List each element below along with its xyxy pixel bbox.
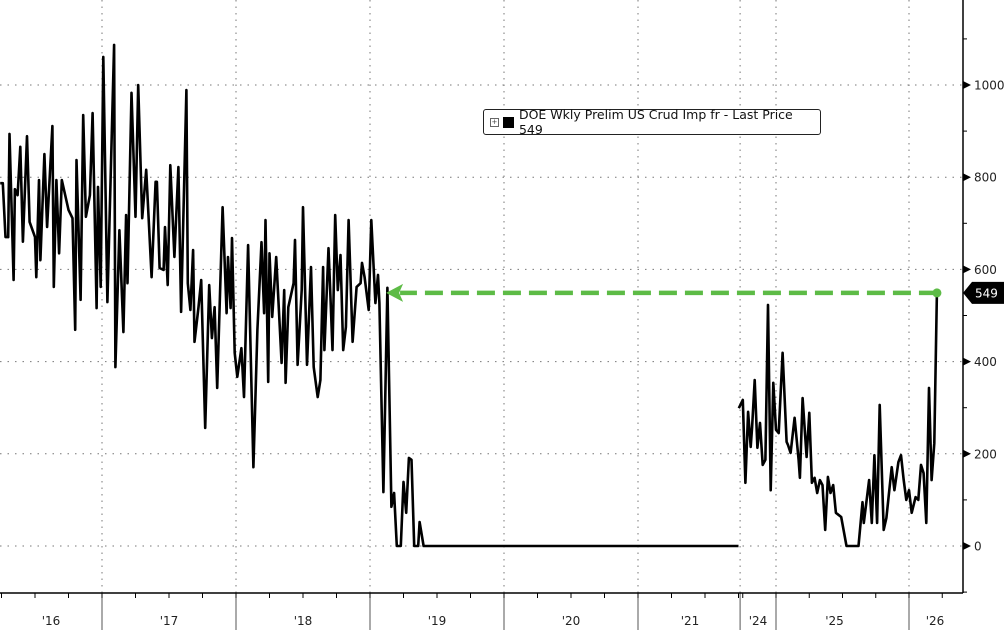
x-tick-label: '20: [562, 614, 581, 628]
y-tick-label: 600: [974, 263, 997, 277]
x-tick-label: '26: [926, 614, 945, 628]
legend-swatch: [502, 116, 514, 128]
x-tick-label: '16: [42, 614, 61, 628]
x-tick-label: '18: [294, 614, 313, 628]
y-tick-label: 200: [974, 447, 997, 461]
last-point-marker: [932, 288, 942, 298]
y-tick-marker: [963, 81, 971, 89]
y-tick-marker: [963, 542, 971, 550]
y-tick-marker: [963, 173, 971, 182]
legend-label: DOE Wkly Prelim US Crud Imp fr - Last Pr…: [518, 107, 793, 137]
y-tick-label: 1000: [974, 79, 1004, 93]
y-tick-marker: [963, 449, 971, 458]
series-line: [0, 43, 739, 548]
last-price-box: [963, 281, 1004, 304]
y-tick-label: 400: [974, 355, 997, 369]
arrowhead: [386, 283, 404, 302]
x-tick-label: '19: [428, 614, 447, 628]
legend: + DOE Wkly Prelim US Crud Imp fr - Last …: [483, 107, 821, 137]
x-tick-label: '21: [681, 614, 700, 628]
x-tick-label: '25: [825, 614, 844, 628]
y-tick-marker: [963, 357, 971, 366]
y-tick-label: 800: [974, 171, 997, 185]
y-tick-marker: [963, 265, 971, 274]
y-tick-label: 0: [974, 540, 982, 554]
x-tick-label: '24: [749, 614, 768, 628]
series-line: [737, 292, 939, 548]
expand-icon[interactable]: +: [490, 117, 499, 127]
last-price-label: 549: [975, 286, 998, 300]
x-tick-label: '17: [160, 614, 179, 628]
